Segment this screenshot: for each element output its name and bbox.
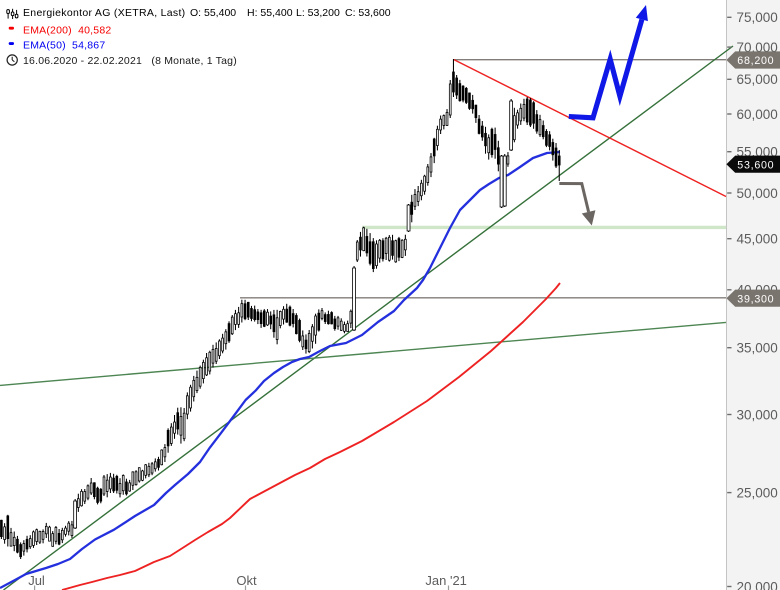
svg-text:60,000: 60,000 [737,107,778,122]
svg-text:65,000: 65,000 [737,72,778,87]
svg-text:75,000: 75,000 [737,10,778,25]
svg-text:25,000: 25,000 [737,486,778,501]
svg-text:C: 53,600: C: 53,600 [345,7,391,19]
svg-text:50,000: 50,000 [737,186,778,201]
svg-text:35,000: 35,000 [737,341,778,356]
svg-text:Okt: Okt [236,573,257,588]
svg-text:70,000: 70,000 [737,40,778,55]
svg-text:16.06.2020 - 22.02.2021 (8 M: 16.06.2020 - 22.02.2021 (8 Monate, 1 Tag… [23,55,237,67]
svg-text:53,600: 53,600 [737,159,774,171]
svg-text:39,300: 39,300 [737,293,774,305]
svg-text:EMA(200) 40,582: EMA(200) 40,582 [23,24,111,36]
svg-text:20,000: 20,000 [737,579,778,590]
svg-text:30,000: 30,000 [737,407,778,422]
svg-text:68,200: 68,200 [737,55,774,67]
svg-text:EMA(50) 54,867: EMA(50) 54,867 [23,39,105,51]
svg-text:Jul: Jul [28,573,45,588]
svg-text:Jan '21: Jan '21 [425,573,467,588]
svg-text:O: 55,400: O: 55,400 [190,7,236,19]
svg-text:L: 53,200: L: 53,200 [296,7,340,19]
svg-text:45,000: 45,000 [737,232,778,247]
svg-text:H: 55,400: H: 55,400 [247,7,293,19]
svg-text:Energiekontor AG (XETRA, Last): Energiekontor AG (XETRA, Last) [23,7,185,19]
